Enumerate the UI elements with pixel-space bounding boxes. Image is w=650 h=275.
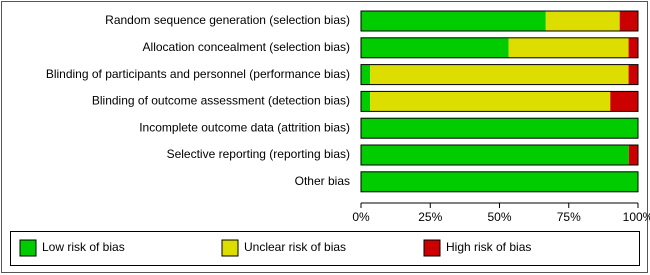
category-label: Other bias: [295, 174, 350, 188]
bar-outline: [360, 64, 639, 86]
x-tick-label: 100%: [623, 210, 650, 224]
x-tick-label: 75%: [557, 210, 581, 224]
bar-outline: [360, 117, 639, 139]
bar-segment: [361, 64, 371, 85]
bar-outline: [360, 10, 639, 32]
legend-box: [10, 231, 640, 266]
bar-segment: [361, 37, 509, 58]
bar-segment: [545, 11, 620, 31]
bar-segment: [610, 91, 638, 112]
bar-segment: [361, 118, 638, 139]
category-label: Blinding of participants and personnel (…: [46, 67, 350, 81]
bar-outline: [360, 90, 639, 112]
bar-segment: [361, 145, 629, 165]
bar-outline: [360, 37, 639, 59]
bar-segment: [361, 171, 638, 192]
x-tick-label: 25%: [418, 210, 442, 224]
legend-swatch: [423, 239, 441, 257]
x-tick-label: 50%: [487, 210, 511, 224]
bar-segment: [619, 11, 639, 31]
bar-outline: [360, 171, 639, 193]
legend-label: Unclear risk of bias: [244, 240, 346, 254]
category-label: Selective reporting (reporting bias): [167, 147, 350, 161]
legend-label: Low risk of bias: [42, 240, 125, 254]
legend-swatch: [19, 239, 37, 257]
bar-segment: [370, 64, 629, 85]
category-label: Allocation concealment (selection bias): [143, 40, 350, 54]
x-tick-label: 0%: [352, 210, 370, 224]
bar-outline: [360, 144, 639, 166]
bar-segment: [628, 64, 638, 85]
bar-segment: [628, 37, 638, 58]
bar-segment: [370, 91, 611, 112]
category-label: Incomplete outcome data (attrition bias): [139, 120, 350, 134]
bar-segment: [508, 37, 629, 58]
legend-label: High risk of bias: [446, 240, 531, 254]
bar-segment: [628, 145, 638, 165]
bar-segment: [361, 91, 371, 112]
legend-swatch: [221, 239, 239, 257]
category-label: Blinding of outcome assessment (detectio…: [92, 94, 350, 108]
bar-segment: [361, 11, 546, 31]
category-label: Random sequence generation (selection bi…: [105, 13, 350, 27]
